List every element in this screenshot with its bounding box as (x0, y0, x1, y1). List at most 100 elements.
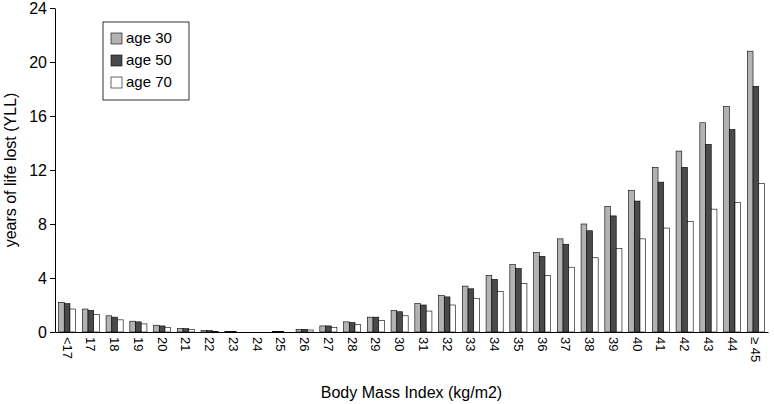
bar (154, 325, 160, 332)
tick-label: 26 (297, 337, 312, 351)
legend-swatch (111, 77, 122, 88)
tick: 26 (297, 337, 312, 351)
bar (682, 167, 688, 332)
bar (159, 326, 165, 332)
bar (759, 184, 765, 333)
bar (231, 331, 237, 332)
tick: 41 (653, 337, 668, 351)
tick: 30 (392, 337, 407, 351)
tick: 33 (463, 337, 478, 351)
tick-label: 30 (392, 337, 407, 351)
bar (272, 331, 278, 332)
tick: 16 (29, 108, 55, 125)
series (70, 184, 764, 333)
plot: 04812162024<1717181920212223242526272829… (29, 0, 768, 362)
bar (640, 239, 646, 332)
tick: 31 (416, 337, 431, 351)
bar (439, 296, 445, 332)
bar (379, 321, 385, 332)
tick: 24 (250, 337, 265, 351)
bar (450, 305, 456, 332)
y-axis-title: years of life lost (YLL) (2, 93, 19, 248)
tick: 17 (83, 337, 98, 351)
bar (349, 323, 355, 332)
tick-label: 4 (38, 270, 47, 287)
tick: ≥ 45 (748, 337, 763, 362)
tick: 40 (630, 337, 645, 351)
legend-label: age 30 (126, 29, 172, 46)
tick-mark (50, 8, 55, 9)
tick-label: 32 (440, 337, 455, 351)
tick: 44 (725, 337, 740, 351)
bar (278, 331, 284, 332)
tick: 20 (29, 54, 55, 71)
tick-mark (50, 116, 55, 117)
tick: 37 (558, 337, 573, 351)
bar (64, 304, 70, 332)
bar (367, 317, 373, 332)
tick: 12 (29, 162, 55, 179)
tick-label: 43 (701, 337, 716, 351)
tick: <17 (60, 337, 75, 359)
tick-mark (50, 332, 55, 333)
bar (307, 330, 313, 332)
tick-label: 29 (368, 337, 383, 351)
tick-label: 34 (487, 337, 502, 351)
bar (729, 130, 735, 333)
tick-label: 23 (226, 337, 241, 351)
tick: 32 (440, 337, 455, 351)
bar (700, 123, 706, 332)
tick: 36 (535, 337, 550, 351)
tick: 19 (131, 337, 146, 351)
bar (165, 327, 171, 332)
legend-item: age 50 (111, 51, 172, 68)
tick: 22 (202, 337, 217, 351)
tick: 24 (29, 0, 55, 17)
tick: 43 (701, 337, 716, 351)
tick-label: 24 (250, 337, 265, 351)
tick-label: 40 (630, 337, 645, 351)
bar (426, 311, 432, 332)
tick-label: 28 (345, 337, 360, 351)
bar (545, 275, 551, 332)
bar (59, 302, 65, 332)
axis-line (55, 9, 56, 333)
bar (320, 326, 326, 332)
tick-label: 19 (131, 337, 146, 351)
tick-label: 27 (321, 337, 336, 351)
bar (391, 310, 397, 332)
bar (711, 209, 717, 332)
legend-item: age 70 (111, 73, 172, 90)
bar (652, 167, 658, 332)
bar (534, 252, 540, 332)
bar (468, 289, 474, 332)
legend-label: age 70 (126, 73, 172, 90)
tick-mark (50, 278, 55, 279)
legend-swatch (111, 55, 122, 66)
series (64, 86, 758, 332)
bar (254, 332, 260, 333)
legend-swatch (111, 33, 122, 44)
bar (212, 331, 218, 332)
bar (296, 329, 302, 332)
tick: 20 (155, 337, 170, 351)
bar (415, 304, 421, 332)
tick-mark (50, 62, 55, 63)
bar (141, 324, 147, 332)
bar (402, 316, 408, 332)
bar (687, 221, 693, 332)
tick: 25 (273, 337, 288, 351)
bar (735, 202, 741, 332)
x-axis: <171718192021222324252627282930313233343… (56, 333, 769, 363)
tick-label: 37 (558, 337, 573, 351)
bar (421, 305, 427, 332)
axis-line (56, 332, 769, 333)
bar (563, 244, 569, 332)
tick-label: 20 (155, 337, 170, 351)
bar (676, 151, 682, 332)
tick-label: <17 (60, 337, 75, 359)
tick: 38 (582, 337, 597, 351)
tick: 4 (38, 270, 55, 287)
legend-item: age 30 (111, 29, 172, 46)
bar (136, 322, 142, 332)
